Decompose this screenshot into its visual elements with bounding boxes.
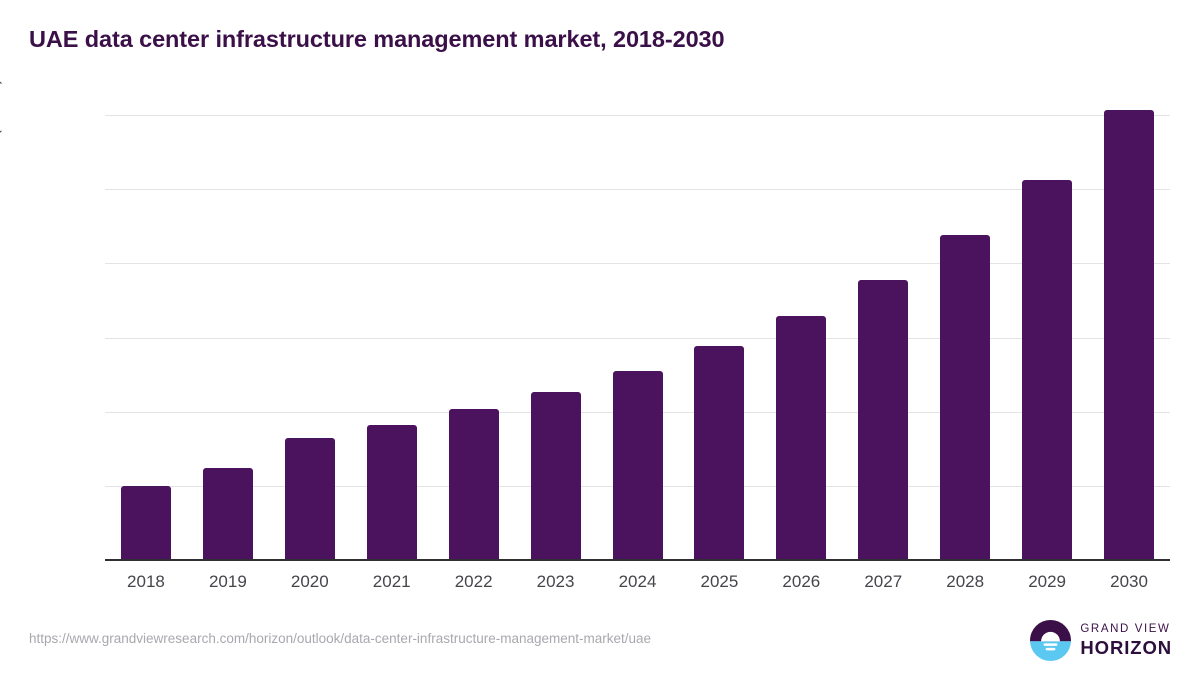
x-axis-tick-label: 2020 xyxy=(290,572,329,591)
brand-logo-top-text: GRAND VIEW xyxy=(1080,623,1171,635)
bar-2024[interactable] xyxy=(612,370,663,560)
gridline xyxy=(105,189,1170,191)
gridline xyxy=(105,263,1170,265)
x-axis-tick-label: 2019 xyxy=(208,572,247,591)
page-title: UAE data center infrastructure managemen… xyxy=(29,26,725,52)
y-axis-title: Market Size (US$M) xyxy=(0,78,2,228)
bar-2027[interactable] xyxy=(858,279,909,560)
bar-2020[interactable] xyxy=(284,437,335,560)
bar-2021[interactable] xyxy=(366,425,417,560)
gridline xyxy=(105,115,1170,116)
x-axis-tick-label: 2021 xyxy=(372,572,411,591)
x-axis-tick-label: 2030 xyxy=(1110,572,1148,591)
x-axis-line xyxy=(105,559,1170,561)
x-axis-tick-label: 2024 xyxy=(618,572,657,591)
brand-logo-bottom-text: HORIZON xyxy=(1080,636,1172,658)
bar-2028[interactable] xyxy=(940,235,991,560)
brand-logo: GRAND VIEW HORIZON xyxy=(1030,620,1172,661)
bar-2023[interactable] xyxy=(530,392,581,560)
bar-2019[interactable] xyxy=(202,468,253,560)
x-axis-tick-label: 2027 xyxy=(864,572,903,591)
bar-2030[interactable] xyxy=(1104,109,1155,560)
source-url-text: https://www.grandviewresearch.com/horizo… xyxy=(29,631,652,646)
bar-2022[interactable] xyxy=(448,409,499,560)
gridline xyxy=(105,337,1170,339)
x-axis-tick-label: 2022 xyxy=(454,572,493,591)
bar-2029[interactable] xyxy=(1022,179,1073,560)
x-axis-tick-label: 2028 xyxy=(946,572,985,591)
bar-2025[interactable] xyxy=(694,346,745,560)
plot-area: 6050403020100 xyxy=(105,109,1170,560)
bar-2026[interactable] xyxy=(776,316,827,560)
x-axis-tick-label: 2026 xyxy=(782,572,821,591)
x-axis-tick-label: 2025 xyxy=(700,572,739,591)
x-axis-tick-label: 2023 xyxy=(536,572,575,591)
bar-2018[interactable] xyxy=(120,485,171,560)
grand-view-horizon-logo-mark xyxy=(1030,620,1072,661)
x-axis-tick-label: 2029 xyxy=(1028,572,1067,591)
brand-logo-wordmark: GRAND VIEW HORIZON xyxy=(1080,623,1172,658)
x-axis-tick-label: 2018 xyxy=(127,572,165,591)
